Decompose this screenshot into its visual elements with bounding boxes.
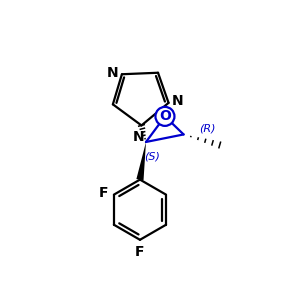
Text: N: N bbox=[107, 66, 118, 80]
Text: N: N bbox=[172, 94, 184, 108]
Text: O: O bbox=[159, 109, 171, 124]
Polygon shape bbox=[136, 142, 146, 180]
Text: F: F bbox=[99, 186, 108, 200]
Text: F: F bbox=[135, 245, 145, 259]
Text: N: N bbox=[133, 130, 144, 144]
Text: (S): (S) bbox=[144, 152, 160, 162]
Text: (R): (R) bbox=[199, 124, 216, 133]
